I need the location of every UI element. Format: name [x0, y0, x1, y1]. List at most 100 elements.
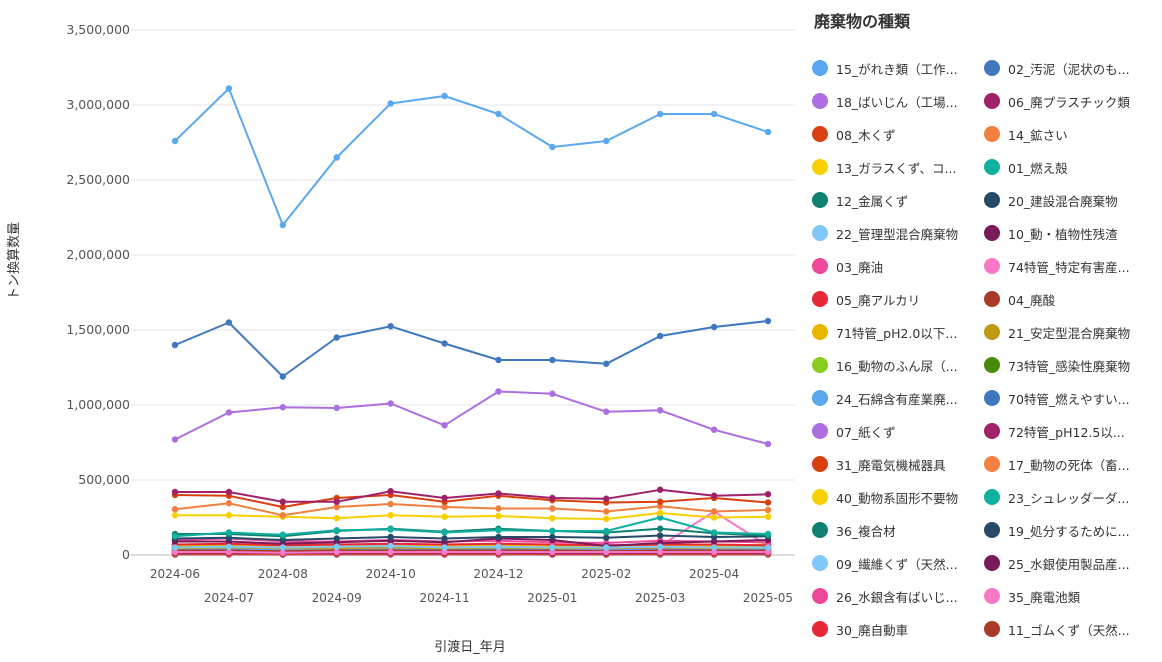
- data-point: [171, 548, 179, 556]
- data-point: [710, 508, 718, 515]
- legend-item[interactable]: 11_ゴムくず（天然...: [984, 618, 1130, 640]
- legend-marker: [984, 324, 1000, 340]
- data-point: [333, 548, 340, 556]
- data-point: [441, 548, 448, 556]
- legend-item[interactable]: 19_処分するために...: [984, 519, 1130, 541]
- data-point: [656, 503, 664, 510]
- legend-marker: [812, 621, 828, 637]
- legend-item[interactable]: 70特管_燃えやすい...: [984, 387, 1130, 409]
- legend-item[interactable]: 03_廃油: [812, 255, 883, 277]
- legend-item[interactable]: 25_水銀使用製品産...: [984, 552, 1130, 574]
- legend-item[interactable]: 22_管理型混合廃棄物: [812, 222, 958, 244]
- legend-item[interactable]: 26_水銀含有ばいじ...: [812, 585, 958, 607]
- data-point: [441, 422, 448, 429]
- x-tick-label: 2024-07: [204, 591, 254, 605]
- data-point: [603, 360, 610, 367]
- series-line: [175, 527, 769, 538]
- legend-marker: [812, 291, 828, 307]
- x-tick-label: 2024-08: [258, 567, 308, 581]
- legend-item[interactable]: 13_ガラスくず、コ...: [812, 156, 956, 178]
- legend-item[interactable]: 06_廃プラスチック類: [984, 90, 1130, 112]
- data-point: [603, 495, 610, 502]
- legend-label: 19_処分するために...: [1008, 523, 1130, 539]
- legend-item[interactable]: 72特管_pH12.5以...: [984, 420, 1125, 442]
- data-point: [441, 503, 448, 511]
- legend-item[interactable]: 16_動物のふん尿（...: [812, 354, 958, 376]
- data-point: [656, 532, 664, 539]
- legend-item[interactable]: 23_シュレッダーダ...: [984, 486, 1129, 508]
- legend-marker: [984, 489, 1000, 505]
- legend-title: 廃棄物の種類: [814, 12, 911, 31]
- data-point: [441, 513, 448, 520]
- data-point: [171, 512, 179, 519]
- data-point: [656, 548, 664, 556]
- data-point: [225, 500, 233, 507]
- legend-label: 06_廃プラスチック類: [1008, 94, 1130, 110]
- legend-item[interactable]: 40_動物系固形不要物: [812, 486, 958, 508]
- legend-item[interactable]: 21_安定型混合廃棄物: [984, 321, 1130, 343]
- legend-item[interactable]: 08_木くず: [812, 123, 896, 145]
- legend-item[interactable]: 31_廃電気機械器具: [812, 453, 946, 475]
- legend-item[interactable]: 74特管_特定有害産...: [984, 255, 1130, 277]
- data-point: [225, 85, 233, 92]
- legend-label: 18_ばいじん（工場...: [836, 94, 958, 110]
- legend-item[interactable]: 09_繊維くず（天然...: [812, 552, 958, 574]
- data-point: [279, 373, 287, 380]
- legend-label: 20_建設混合廃棄物: [1008, 193, 1118, 209]
- legend-item[interactable]: 35_廃電池類: [984, 585, 1080, 607]
- data-point: [225, 543, 233, 550]
- legend-item[interactable]: 15_がれき類（工作...: [812, 57, 958, 79]
- legend-item[interactable]: 07_紙くず: [812, 420, 896, 442]
- legend-marker: [984, 588, 1000, 604]
- legend-label: 03_廃油: [836, 259, 884, 275]
- series-line: [174, 545, 768, 549]
- legend-label: 07_紙くず: [836, 424, 896, 440]
- data-point: [333, 527, 340, 534]
- legend-item[interactable]: 10_動・植物性残渣: [984, 222, 1118, 244]
- legend-label: 02_汚泥（泥状のも...: [1008, 61, 1130, 77]
- legend-marker: [812, 390, 828, 406]
- y-tick-label: 1,500,000: [66, 322, 130, 337]
- legend-marker: [812, 93, 828, 109]
- data-point: [171, 436, 179, 443]
- legend-item[interactable]: 05_廃アルカリ: [812, 288, 920, 310]
- legend-item[interactable]: 17_動物の死体（畜...: [984, 453, 1130, 475]
- data-point: [225, 319, 233, 326]
- legend-label: 04_廃酸: [1008, 292, 1056, 308]
- data-point: [333, 404, 340, 412]
- data-point: [333, 498, 340, 505]
- data-point: [764, 548, 772, 556]
- legend-marker: [984, 423, 1000, 439]
- data-point: [603, 137, 610, 145]
- legend-item[interactable]: 30_廃自動車: [812, 618, 908, 640]
- data-point: [387, 526, 394, 533]
- data-point: [764, 513, 772, 520]
- legend-item[interactable]: 71特管_pH2.0以下...: [812, 321, 957, 343]
- legend-item[interactable]: 02_汚泥（泥状のも...: [984, 57, 1130, 79]
- legend-marker: [984, 522, 1000, 538]
- legend-item[interactable]: 04_廃酸: [984, 288, 1055, 310]
- legend-item[interactable]: 14_鉱さい: [984, 123, 1068, 145]
- legend-marker: [984, 357, 1000, 373]
- legend-marker: [812, 159, 828, 175]
- legend-item[interactable]: 73特管_感染性廃棄物: [984, 354, 1130, 376]
- data-point: [279, 531, 287, 538]
- data-point: [387, 100, 394, 107]
- data-point: [333, 543, 340, 550]
- legend-item[interactable]: 01_燃え殻: [984, 156, 1068, 178]
- data-point: [387, 323, 394, 330]
- legend-item[interactable]: 36_複合材: [812, 519, 896, 541]
- data-point: [710, 544, 718, 551]
- legend-item[interactable]: 12_金属くず: [812, 189, 908, 211]
- x-tick-label: 2024-09: [312, 591, 362, 605]
- legend-item[interactable]: 18_ばいじん（工場...: [812, 90, 958, 112]
- legend-marker: [812, 225, 828, 241]
- data-point: [656, 407, 664, 414]
- data-point: [549, 494, 556, 502]
- data-point: [710, 548, 718, 556]
- legend-item[interactable]: 24_石綿含有産業廃...: [812, 387, 958, 409]
- legend-label: 15_がれき類（工作...: [836, 61, 958, 77]
- legend-item[interactable]: 20_建設混合廃棄物: [984, 189, 1118, 211]
- x-tick-label: 2025-01: [527, 591, 577, 605]
